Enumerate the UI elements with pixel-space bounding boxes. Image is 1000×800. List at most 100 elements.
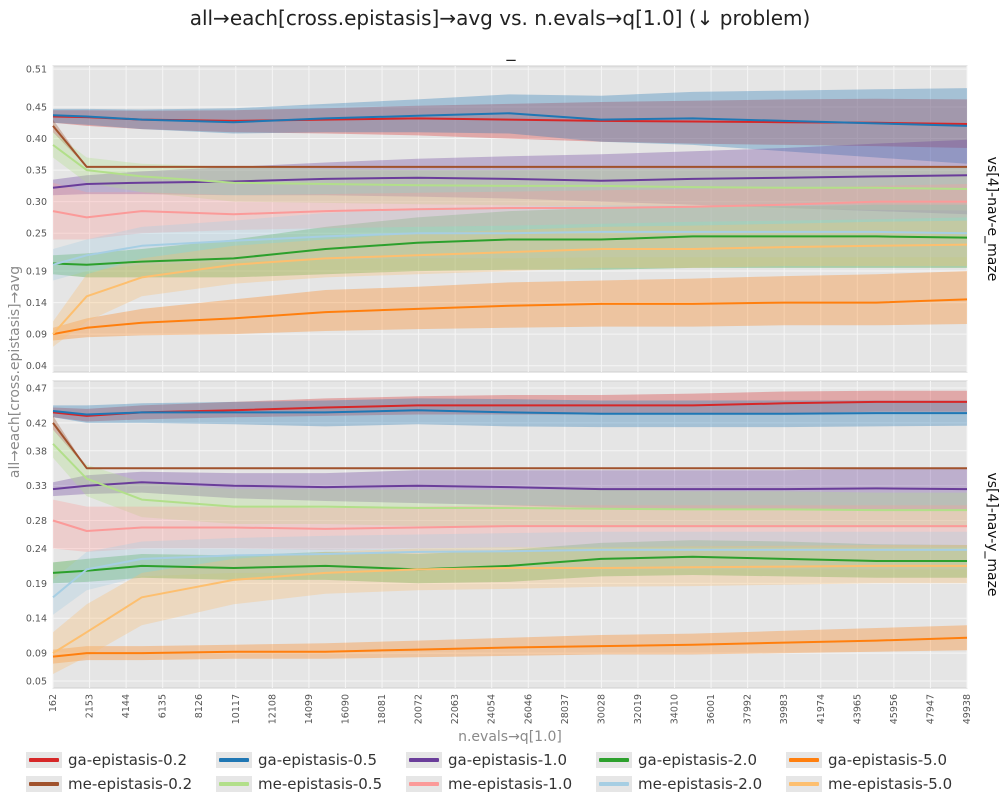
y-tick-label: 0.19 <box>26 267 47 278</box>
legend-swatch <box>406 752 442 768</box>
x-tick-label: 8126 <box>194 694 205 718</box>
chart-title: all→each[cross.epistasis]→avg vs. n.eval… <box>190 6 811 30</box>
legend-swatch <box>596 752 632 768</box>
y-tick-label: 0.30 <box>26 197 47 208</box>
band-me-epistasis-5.0 <box>53 220 967 347</box>
facet-label: vs[4]-nav-y_maze <box>984 472 1000 596</box>
y-tick-label: 0.25 <box>26 229 47 240</box>
legend-swatch <box>786 752 822 768</box>
line-me-epistasis-1.0 <box>52 519 967 532</box>
x-tick-label: 37992 <box>743 694 754 724</box>
line-me-epistasis-0.5 <box>52 443 967 512</box>
y-tick-label: 0.33 <box>26 481 47 492</box>
x-tick-label: 36001 <box>706 694 717 724</box>
legend-label: ga-epistasis-0.2 <box>68 751 187 769</box>
y-tick-label: 0.04 <box>26 361 47 372</box>
band-me-epistasis-0.5 <box>53 429 967 528</box>
y-tick-label: 0.24 <box>26 544 47 555</box>
panels: 0.04 0.09 0.14 0.19 0.25 0.30 0.35 0.40 0.45 0.51… <box>26 65 1000 725</box>
x-tick-label: 39983 <box>779 694 790 724</box>
x-tick-label: 28037 <box>560 694 571 724</box>
x-tick-label: 2153 <box>85 694 96 718</box>
legend-swatch <box>216 776 252 792</box>
y-tick-label: 0.38 <box>26 446 47 457</box>
line-me-epistasis-0.5 <box>52 144 968 190</box>
band-me-epistasis-2.0 <box>53 531 967 615</box>
band-me-epistasis-1.0 <box>53 182 967 240</box>
band-ga-epistasis-1.0 <box>53 468 967 511</box>
y-tick-label: 0.09 <box>26 330 47 341</box>
line-me-epistasis-0.2 <box>52 422 967 470</box>
y-tick-label: 0.35 <box>26 166 47 177</box>
panel-0: 0.04 0.09 0.14 0.19 0.25 0.30 0.35 0.40 0.45 0.51… <box>26 65 1000 373</box>
band-me-epistasis-2.0 <box>53 204 967 281</box>
x-tick-label: 45956 <box>889 694 900 724</box>
legend-item-ga-epistasis-5.0[interactable]: ga-epistasis-5.0 <box>786 750 976 770</box>
y-tick-label: 0.05 <box>26 677 47 688</box>
legend-label: me-epistasis-1.0 <box>448 775 573 793</box>
line-me-epistasis-1.0 <box>52 200 967 219</box>
legend-swatch <box>596 776 632 792</box>
legend-label: me-epistasis-0.2 <box>68 775 193 793</box>
line-me-epistasis-0.2 <box>52 125 967 168</box>
line-me-epistasis-5.0 <box>52 564 967 654</box>
line-ga-epistasis-2.0 <box>52 235 968 266</box>
legend-swatch <box>786 776 822 792</box>
legend-swatch <box>26 752 62 768</box>
legend-swatch <box>406 776 442 792</box>
line-ga-epistasis-1.0 <box>52 174 968 189</box>
plot-background <box>52 380 968 689</box>
legend-label: ga-epistasis-0.5 <box>258 751 377 769</box>
y-tick-label: 0.45 <box>26 103 47 114</box>
legend-label: me-epistasis-2.0 <box>638 775 763 793</box>
legend-item-ga-epistasis-0.5[interactable]: ga-epistasis-0.5 <box>216 750 406 770</box>
facet-label: vs[4]-nav-e_maze <box>984 157 1000 282</box>
legend-item-me-epistasis-0.5[interactable]: me-epistasis-0.5 <box>216 774 406 794</box>
y-tick-label: 0.40 <box>26 134 47 145</box>
y-tick-label: 0.14 <box>26 614 47 625</box>
x-tick-label: 16090 <box>340 694 351 724</box>
legend-swatch <box>216 752 252 768</box>
band-ga-epistasis-5.0 <box>53 625 967 664</box>
x-tick-label: 12108 <box>267 694 278 724</box>
line-me-epistasis-5.0 <box>52 243 968 335</box>
y-tick-label: 0.19 <box>26 579 47 590</box>
y-tick-label: 0.09 <box>26 649 47 660</box>
plot-background <box>52 65 968 373</box>
x-tick-label: 41974 <box>816 694 827 724</box>
x-tick-label: 43965 <box>852 694 863 724</box>
y-tick-label: 0.28 <box>26 516 47 527</box>
x-tick-label: 47947 <box>925 694 936 724</box>
band-me-epistasis-0.5 <box>53 132 967 211</box>
legend-item-me-epistasis-1.0[interactable]: me-epistasis-1.0 <box>406 774 596 794</box>
y-tick-label: 0.47 <box>26 383 47 394</box>
line-ga-epistasis-1.0 <box>52 481 968 491</box>
line-ga-epistasis-5.0 <box>52 636 968 658</box>
x-tick-label: 22063 <box>450 694 461 724</box>
legend-item-me-epistasis-0.2[interactable]: me-epistasis-0.2 <box>26 774 216 794</box>
line-ga-epistasis-5.0 <box>52 298 968 336</box>
legend-item-ga-epistasis-0.2[interactable]: ga-epistasis-0.2 <box>26 750 216 770</box>
x-tick-label: 10117 <box>231 694 242 724</box>
line-ga-epistasis-0.5 <box>52 112 968 127</box>
legend-item-me-epistasis-2.0[interactable]: me-epistasis-2.0 <box>596 774 786 794</box>
x-tick-label: 14099 <box>304 694 315 724</box>
legend-item-me-epistasis-5.0[interactable]: me-epistasis-5.0 <box>786 774 976 794</box>
legend-label: ga-epistasis-1.0 <box>448 751 567 769</box>
legend-label: ga-epistasis-5.0 <box>828 751 947 769</box>
x-tick-label: 4144 <box>121 694 132 718</box>
legend-label: me-epistasis-0.5 <box>258 775 383 793</box>
legend-item-ga-epistasis-1.0[interactable]: ga-epistasis-1.0 <box>406 750 596 770</box>
legend-item-ga-epistasis-2.0[interactable]: ga-epistasis-2.0 <box>596 750 786 770</box>
line-me-epistasis-2.0 <box>52 548 967 599</box>
x-axis-label: n.evals→q[1.0] <box>458 729 562 745</box>
legend-label: me-epistasis-5.0 <box>828 775 953 793</box>
x-tick-label: 49938 <box>962 694 973 724</box>
band-ga-epistasis-1.0 <box>53 139 967 215</box>
line-me-epistasis-2.0 <box>52 230 968 266</box>
line-ga-epistasis-2.0 <box>52 555 967 574</box>
x-tick-label: 20072 <box>414 694 425 724</box>
band-ga-epistasis-2.0 <box>53 204 967 278</box>
x-tick-label: 32019 <box>633 694 644 724</box>
